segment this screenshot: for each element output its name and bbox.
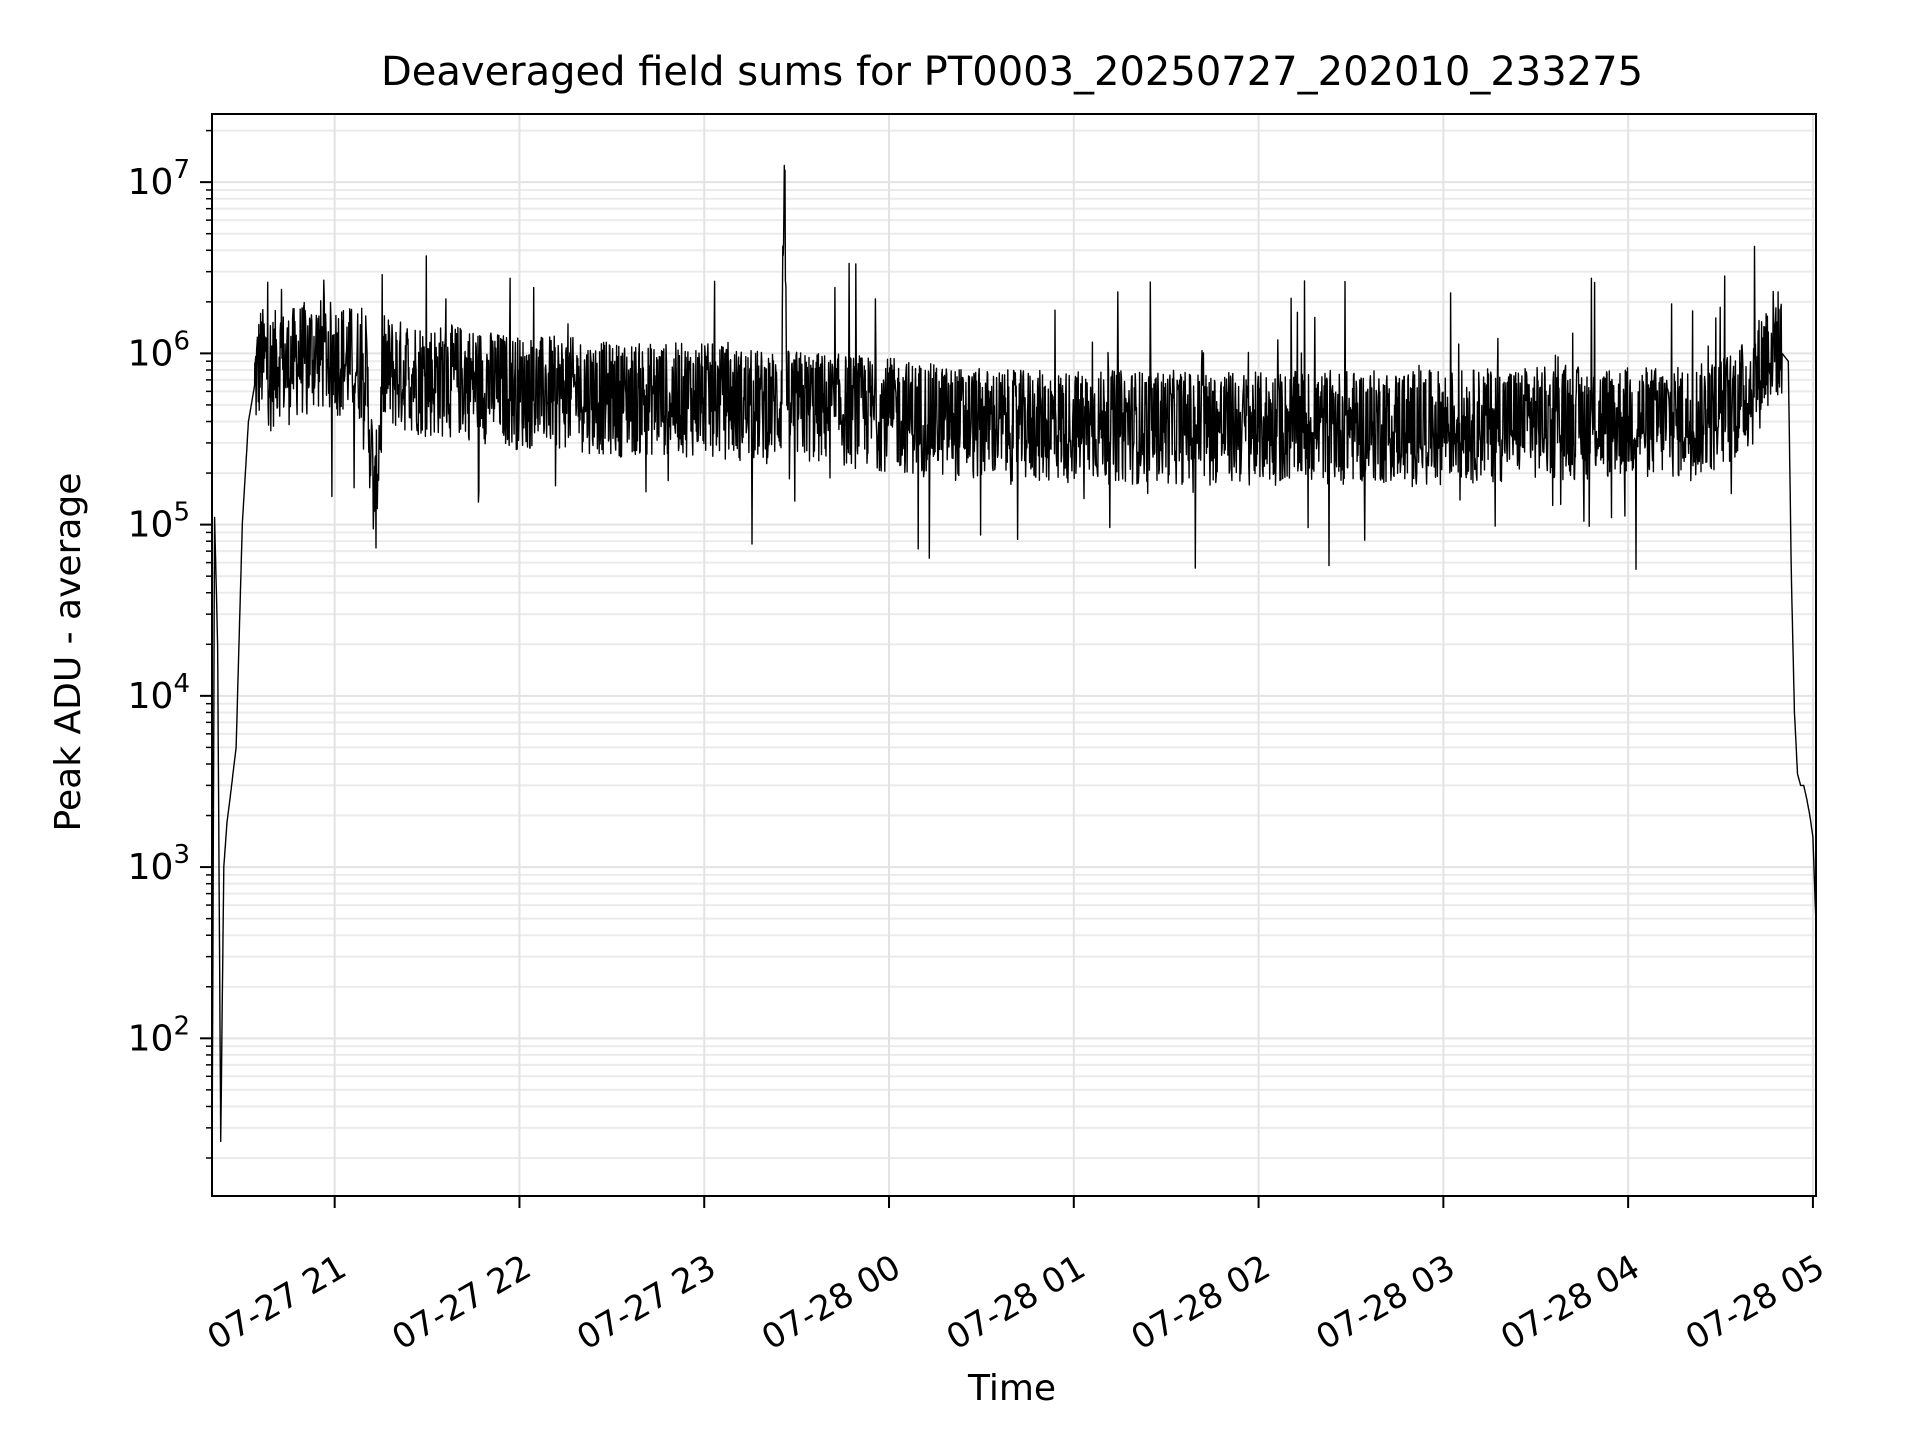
x-axis-label: Time	[967, 1368, 1056, 1409]
y-tick-label: 106	[128, 326, 190, 374]
y-tick-label: 102	[128, 1011, 190, 1059]
series-line	[211, 164, 1817, 1197]
y-axis: 102 103 104 105 106 107	[128, 129, 212, 1159]
chart-title: Deaveraged field sums for PT0003_2025072…	[381, 49, 1643, 95]
y-tick-label: 104	[128, 669, 190, 717]
plot-frame	[211, 113, 1817, 1197]
y-tick-label: 105	[128, 498, 190, 546]
y-tick-label: 107	[128, 155, 190, 203]
grid-lines	[212, 114, 1816, 1196]
y-tick-label: 103	[128, 840, 190, 888]
series-layer	[211, 164, 1817, 1197]
y-axis-label: Peak ADU - average	[48, 473, 89, 832]
